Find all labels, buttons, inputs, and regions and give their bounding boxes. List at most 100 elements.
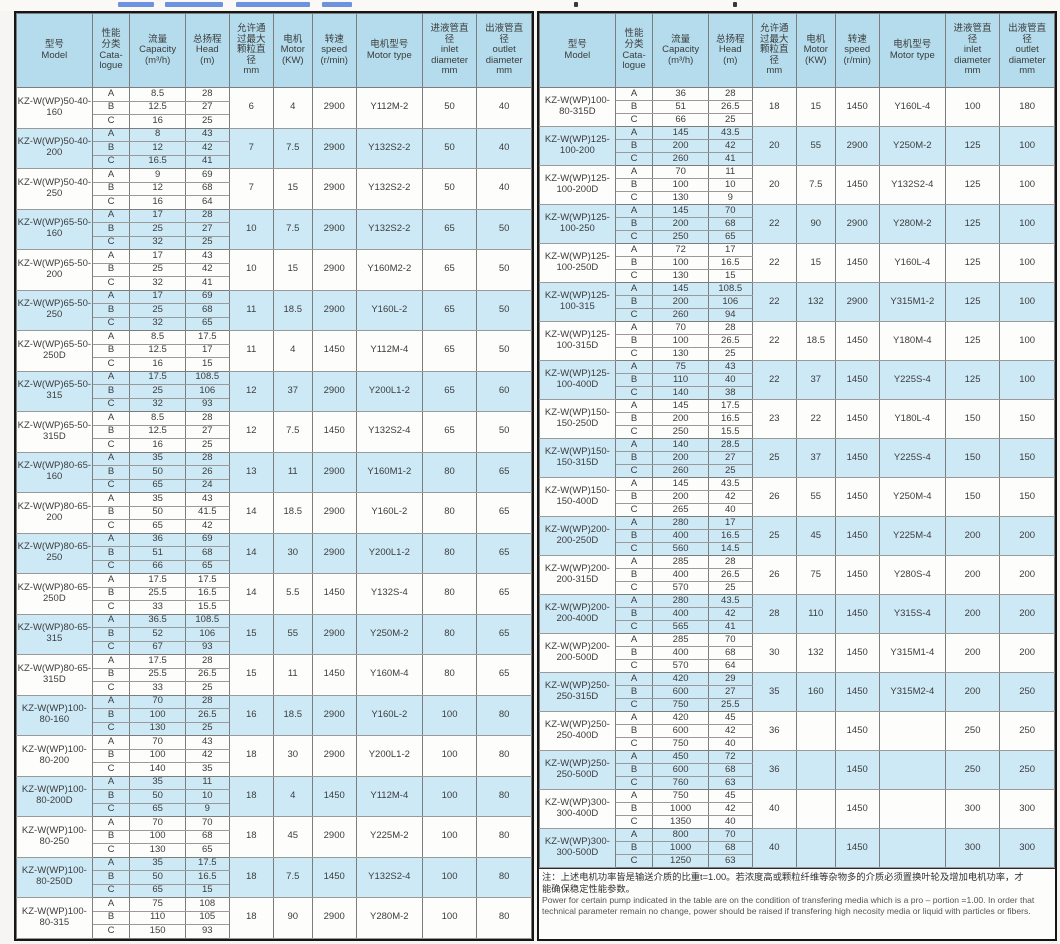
speed-cell: 1450	[834, 672, 880, 712]
capacity-cell: 1350	[652, 815, 709, 829]
table-row: KZ-W(WP)65-50-160 A 17 28 10 7.5 2900 Y132S2-2 6…	[16, 208, 532, 250]
capacity-cell: 66	[652, 113, 709, 127]
head-cell: 27	[184, 424, 230, 439]
outlet-cell: 65	[476, 573, 532, 615]
outlet-cell: 150	[999, 438, 1055, 478]
table-row: B 50 10	[17, 789, 532, 804]
table-row: B 200 16.5	[540, 412, 1055, 426]
head-cell: 42	[707, 724, 753, 738]
speed-cell: 1450	[834, 438, 880, 478]
head-cell: 25	[707, 464, 753, 478]
table-row: B 12.5 27	[17, 424, 532, 439]
outlet-cell: 150	[999, 399, 1055, 439]
model-cell: KZ-W(WP)200-200-315D	[539, 555, 616, 595]
inlet-cell: 200	[944, 672, 1001, 712]
table-row: KZ-W(WP)125-100-200 A 145 43.5 20 55 2900 Y250M…	[539, 126, 1055, 166]
capacity-cell: 140	[652, 386, 709, 400]
table-row: KZ-W(WP)65-50-250 A 17 69 11 18.5 2900 Y160L-2 6…	[16, 289, 532, 331]
capacity-cell: 145	[652, 126, 709, 140]
head-cell: 105	[184, 910, 230, 925]
catalogue-cell: B	[91, 141, 131, 156]
motor-type-cell: Y250M-2	[355, 613, 423, 655]
catalogue-cell: C	[91, 519, 131, 534]
head-cell: 10	[707, 178, 753, 192]
table-row: B 12 68	[17, 181, 532, 196]
inlet-cell: 250	[944, 750, 1001, 790]
outlet-cell: 80	[476, 897, 532, 939]
particle-cell: 20	[751, 165, 797, 205]
motor-kw-cell: 15	[272, 168, 313, 210]
catalogue-cell: A	[614, 243, 654, 257]
head-cell: 40	[707, 815, 753, 829]
cropped-title-strip	[0, 0, 1060, 11]
head-cell: 9	[184, 802, 230, 817]
table-row: B 400 16.5	[540, 529, 1055, 543]
motor-type-cell: Y112M-4	[355, 775, 423, 817]
speed-cell: 2900	[311, 492, 357, 534]
inlet-cell: 125	[944, 360, 1001, 400]
motor-type-cell: Y132S2-4	[878, 165, 946, 205]
catalogue-cell: B	[91, 708, 131, 723]
col-header-motor: 电机 Motor (KW)	[795, 13, 836, 88]
table-row: B 600 68	[540, 763, 1055, 777]
capacity-cell: 17	[129, 249, 186, 264]
outlet-cell: 150	[999, 477, 1055, 517]
col-header-capacity: 流量 Capacity (m³/h)	[652, 13, 709, 88]
head-cell: 43.5	[707, 594, 753, 608]
model-cell: KZ-W(WP)100-80-200D	[16, 775, 93, 817]
capacity-cell: 32	[129, 397, 186, 412]
capacity-cell: 25	[129, 303, 186, 318]
capacity-cell: 1000	[652, 841, 709, 855]
capacity-cell: 8.5	[129, 411, 186, 426]
catalogue-cell: C	[91, 600, 131, 615]
head-cell: 9	[707, 191, 753, 205]
catalogue-cell: B	[614, 295, 654, 309]
speed-cell: 1450	[834, 321, 880, 361]
capacity-cell: 250	[652, 230, 709, 244]
table-row: KZ-W(WP)125-100-315D A 70 28 22 18.5 1450 Y180M…	[539, 321, 1055, 361]
particle-cell: 16	[228, 694, 274, 736]
particle-cell: 40	[751, 789, 797, 829]
capacity-cell: 67	[129, 640, 186, 655]
motor-type-cell: Y225S-4	[878, 438, 946, 478]
capacity-cell: 130	[652, 347, 709, 361]
particle-cell: 22	[751, 204, 797, 244]
particle-cell: 18	[751, 87, 797, 127]
motor-type-cell: Y112M-4	[355, 330, 423, 372]
outlet-cell: 300	[999, 828, 1055, 868]
model-cell: KZ-W(WP)65-50-315D	[16, 411, 93, 453]
motor-kw-cell: 45	[272, 816, 313, 858]
capacity-cell: 420	[652, 711, 709, 725]
motor-kw-cell: 90	[795, 204, 836, 244]
outlet-cell: 65	[476, 492, 532, 534]
inlet-cell: 80	[421, 492, 478, 534]
catalogue-cell: C	[614, 698, 654, 712]
model-cell: KZ-W(WP)300-300-500D	[539, 828, 616, 868]
catalogue-cell: B	[614, 724, 654, 738]
col-header-particle: 允许通 过最大 颗粒直径 mm	[751, 13, 797, 88]
head-cell: 15.5	[707, 425, 753, 439]
table-row: C 760 63	[540, 776, 1055, 790]
inlet-cell: 80	[421, 451, 478, 493]
catalogue-cell: C	[614, 659, 654, 673]
table-row: C 565 41	[540, 620, 1055, 634]
table-row: KZ-W(WP)150-150-400D A 145 43.5 26 55 1450 Y250…	[539, 477, 1055, 517]
motor-kw-cell: 4	[272, 775, 313, 817]
inlet-cell: 50	[421, 168, 478, 210]
head-cell: 28	[184, 694, 230, 709]
head-cell: 42	[184, 748, 230, 763]
head-cell: 28	[184, 411, 230, 426]
catalogue-cell: A	[614, 750, 654, 764]
table-row: C 130 65	[17, 843, 532, 858]
head-cell: 68	[184, 829, 230, 844]
footnote-en-line1: Power for certain pump indicated in the …	[542, 895, 1035, 906]
motor-kw-cell: 18.5	[272, 694, 313, 736]
head-cell: 42	[184, 262, 230, 277]
motor-type-cell	[878, 750, 946, 790]
inlet-cell: 65	[421, 289, 478, 331]
outlet-cell: 65	[476, 532, 532, 574]
table-row: KZ-W(WP)150-150-315D A 140 28.5 25 37 1450 Y225…	[539, 438, 1055, 478]
catalogue-cell: A	[91, 330, 131, 345]
catalogue-cell: A	[91, 411, 131, 426]
outlet-cell: 50	[476, 289, 532, 331]
